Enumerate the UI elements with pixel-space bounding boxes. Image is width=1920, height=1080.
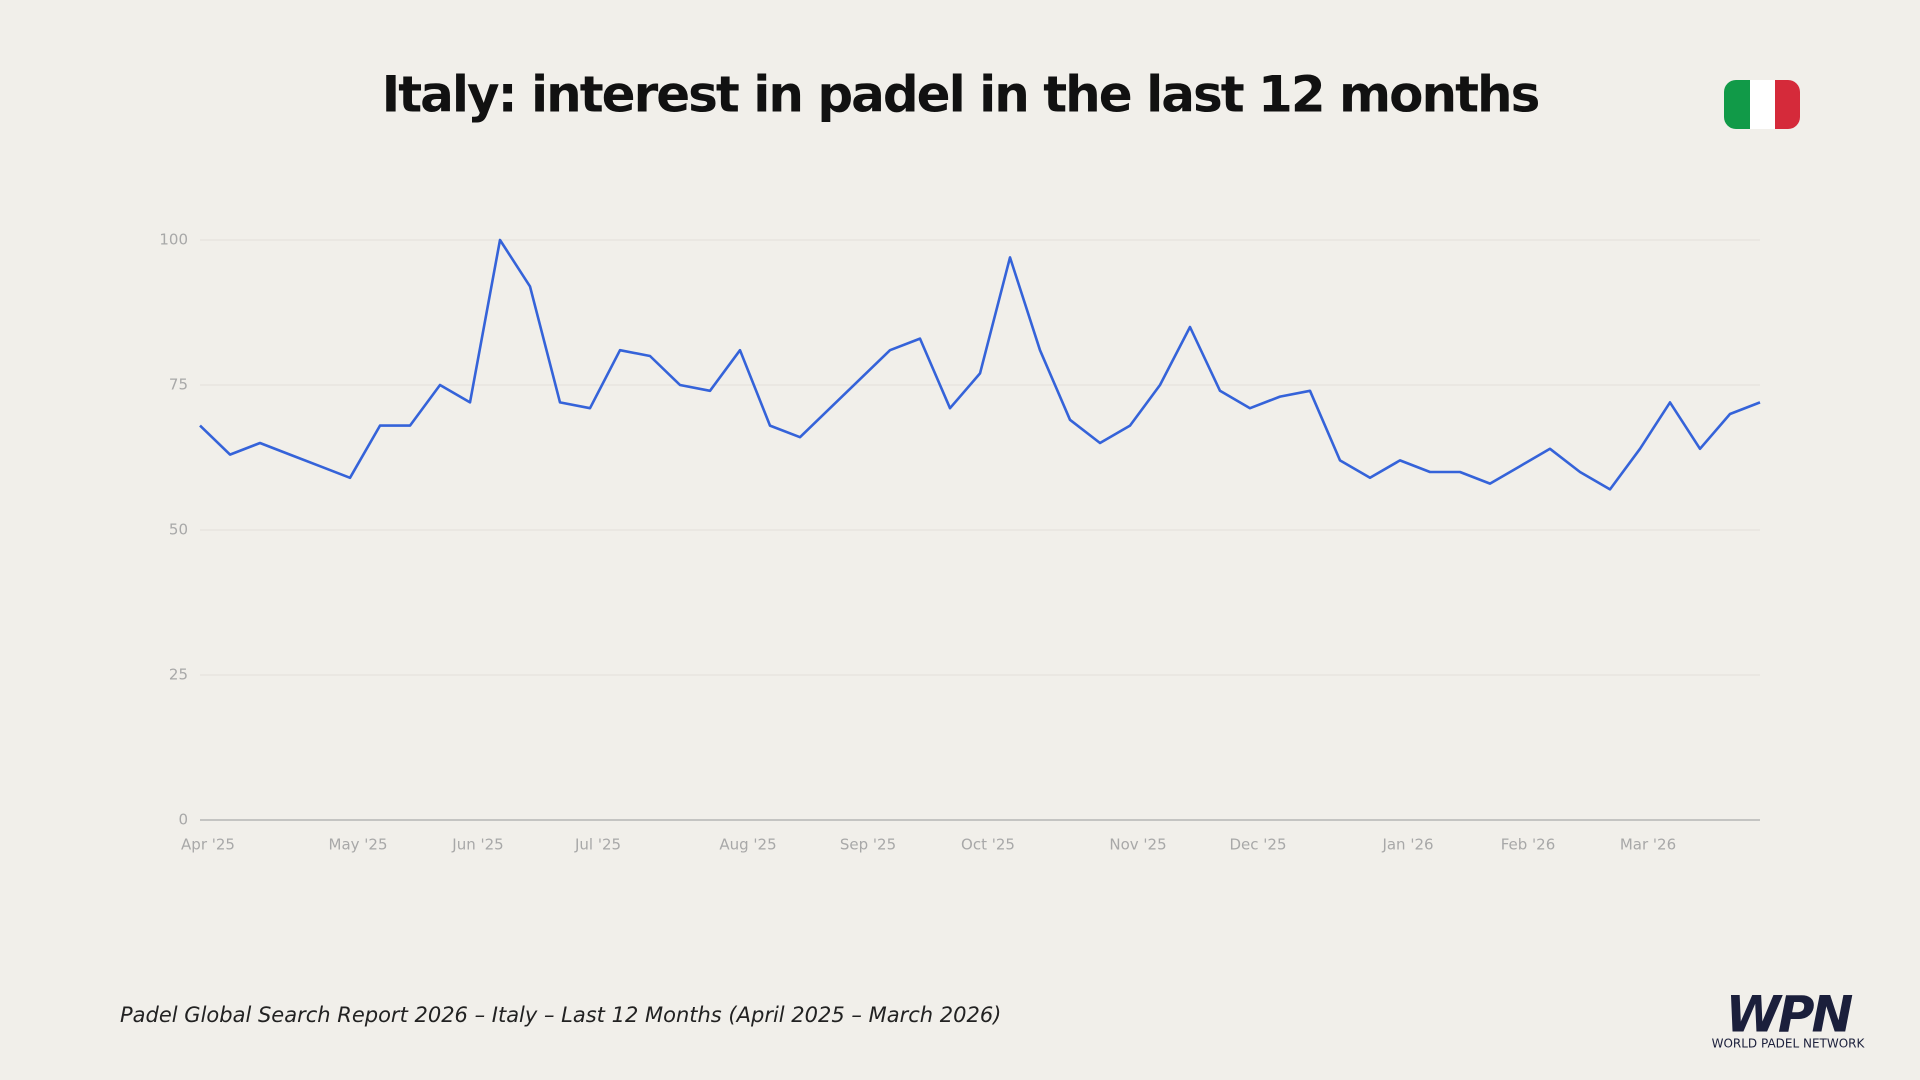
x-tick-label: Oct '25 <box>961 836 1015 854</box>
series-line <box>199 238 1761 491</box>
y-tick-label: 50 <box>169 521 188 539</box>
x-tick-label: May '25 <box>329 836 388 854</box>
y-tick-label: 0 <box>178 811 188 829</box>
x-tick-label: Aug '25 <box>719 836 776 854</box>
y-tick-label: 75 <box>169 376 188 394</box>
brand-subtitle: WORLD PADEL NETWORK <box>1712 1037 1866 1051</box>
flag <box>1724 80 1800 129</box>
x-tick-label: Apr '25 <box>181 836 235 854</box>
x-tick-label: Dec '25 <box>1229 836 1286 854</box>
y-tick-label: 100 <box>159 231 188 249</box>
x-tick-label: Jul '25 <box>574 836 621 854</box>
x-tick-label: Nov '25 <box>1109 836 1166 854</box>
footnote: Padel Global Search Report 2026 – Italy … <box>120 1003 1001 1027</box>
x-tick-label: Feb '26 <box>1501 836 1556 854</box>
brand-logo: WPN <box>1726 986 1853 1044</box>
y-tick-label: 25 <box>169 666 188 684</box>
x-tick-label: Jun '25 <box>451 836 503 854</box>
x-tick-label: Sep '25 <box>840 836 896 854</box>
x-tick-label: Jan '26 <box>1381 836 1433 854</box>
x-tick-label: Mar '26 <box>1620 836 1676 854</box>
chart-title: Italy: interest in padel in the last 12 … <box>382 66 1539 124</box>
